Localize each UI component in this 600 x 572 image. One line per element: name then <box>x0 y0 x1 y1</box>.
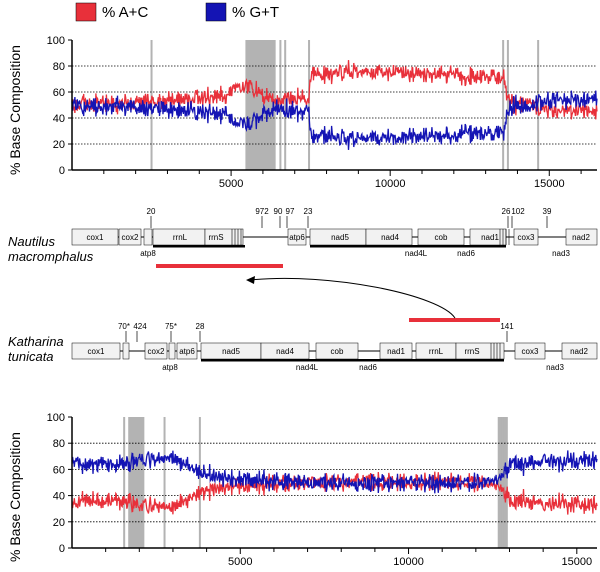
katharina-gene-nad5: nad5 <box>222 347 240 356</box>
nautilus-composition-chart: % Base Composition 0 20 40 60 80 100 5000 10000… <box>7 35 598 190</box>
katharina-gene-rrnL: rrnL <box>429 347 444 356</box>
nautilus-gene-rrnL: rrnL <box>173 233 188 242</box>
nautilus-gene-rrnS: rrnS <box>208 233 223 242</box>
nautilus-gene-nad3: nad3 <box>552 249 570 258</box>
nautilus-region-bar <box>156 264 283 268</box>
chart1-ytick-label: 0 <box>59 165 65 177</box>
nautilus-num-20: 20 <box>147 207 156 216</box>
nautilus-gene-atp6: atp6 <box>289 233 305 242</box>
katharina-region-bar <box>409 318 500 322</box>
katharina-name-line2: tunicata <box>8 349 54 364</box>
legend-gt-label: % G+T <box>232 4 279 21</box>
nautilus-gene-cob: cob <box>435 233 448 242</box>
correspondence-marks <box>156 264 500 322</box>
nautilus-gene-nad5: nad5 <box>331 233 349 242</box>
katharina-gene-nad3: nad3 <box>546 363 564 372</box>
nautilus-gene-nad2: nad2 <box>572 233 590 242</box>
legend-ac-label: % A+C <box>102 4 148 21</box>
nautilus-gene-cox2: cox2 <box>122 233 139 242</box>
katharina-gene-rrnS: rrnS <box>464 347 479 356</box>
nautilus-num-90: 90 <box>274 207 283 216</box>
legend-gt-swatch <box>205 2 227 22</box>
katharina-gene-nad4L: nad4L <box>296 363 319 372</box>
katharina-gene-cox1: cox1 <box>88 347 105 356</box>
chart2-ytick-label: 100 <box>47 412 65 424</box>
katharina-composition-chart: % Base Composition 0 20 40 60 80 100 5000 10000… <box>7 412 598 568</box>
nautilus-num-102: 102 <box>511 207 525 216</box>
katharina-gene-cox2: cox2 <box>148 347 165 356</box>
nautilus-gene-nad6: nad6 <box>457 249 475 258</box>
katharina-name-line1: Katharina <box>8 334 64 349</box>
katharina-num-141: 141 <box>500 322 514 331</box>
nautilus-gene-map: Nautilus macromphalus cox1 cox2 rrnL rrn… <box>8 207 598 264</box>
chart1-ytick-label: 80 <box>53 61 65 73</box>
legend: % A+C % G+T <box>75 2 279 22</box>
chart1-series-gt-line <box>71 90 598 150</box>
nautilus-num-26: 26 <box>502 207 511 216</box>
chart1-xtick-label: 10000 <box>375 178 406 190</box>
nautilus-name-line2: macromphalus <box>8 249 94 264</box>
chart2-ytick-label: 40 <box>53 491 65 503</box>
nautilus-gene-cox1: cox1 <box>87 233 104 242</box>
nautilus-gene-nad4: nad4 <box>381 233 399 242</box>
chart2-ytick-label: 20 <box>53 517 65 529</box>
chart2-xtick-label: 10000 <box>393 556 424 568</box>
katharina-gene-atp6: atp6 <box>179 347 195 356</box>
nautilus-gene-cox3: cox3 <box>518 233 535 242</box>
katharina-gene-nad6: nad6 <box>359 363 377 372</box>
nautilus-name-line1: Nautilus <box>8 234 55 249</box>
chart2-xtick-label: 5000 <box>228 556 252 568</box>
katharina-gene-nad1: nad1 <box>387 347 405 356</box>
nautilus-gene-nad1: nad1 <box>481 233 499 242</box>
katharina-gene-map: Katharina tunicata cox1 cox2 atp6 nad5 n… <box>8 322 598 372</box>
nautilus-gene-atp8: atp8 <box>140 249 156 258</box>
katharina-num-70: 70* <box>118 322 130 331</box>
chart1-ylabel: % Base Composition <box>7 45 23 175</box>
nautilus-gene-nad4L: nad4L <box>405 249 428 258</box>
katharina-gene-nad2: nad2 <box>570 347 588 356</box>
chart1-ytick-label: 100 <box>47 35 65 47</box>
chart1-ytick-label: 40 <box>53 113 65 125</box>
chart1-shaded-region <box>245 40 276 170</box>
chart2-ytick-label: 60 <box>53 464 65 476</box>
katharina-num-75: 75* <box>165 322 177 331</box>
chart2-ytick-label: 0 <box>59 543 65 555</box>
katharina-gene-nad4: nad4 <box>276 347 294 356</box>
chart1-ytick-label: 60 <box>53 87 65 99</box>
nautilus-num-972: 972 <box>255 207 269 216</box>
katharina-gene-atp8: atp8 <box>162 363 178 372</box>
katharina-num-424: 424 <box>133 322 147 331</box>
chart2-ylabel: % Base Composition <box>7 432 23 562</box>
katharina-gene-cox3: cox3 <box>522 347 539 356</box>
chart2-xtick-label: 15000 <box>562 556 593 568</box>
region-arrow <box>249 277 456 319</box>
katharina-gene-cob: cob <box>331 347 344 356</box>
chart2-series-gt-line <box>71 450 598 494</box>
chart1-xtick-label: 15000 <box>534 178 565 190</box>
chart2-ytick-label: 80 <box>53 438 65 450</box>
nautilus-num-39: 39 <box>543 207 552 216</box>
legend-ac-swatch <box>75 2 97 22</box>
region-arrowhead <box>246 276 255 284</box>
chart2-shaded-region <box>129 417 145 548</box>
chart1-ytick-label: 20 <box>53 139 65 151</box>
chart1-xtick-label: 5000 <box>219 178 243 190</box>
nautilus-num-23: 23 <box>304 207 313 216</box>
katharina-num-28: 28 <box>196 322 205 331</box>
nautilus-num-97: 97 <box>286 207 295 216</box>
